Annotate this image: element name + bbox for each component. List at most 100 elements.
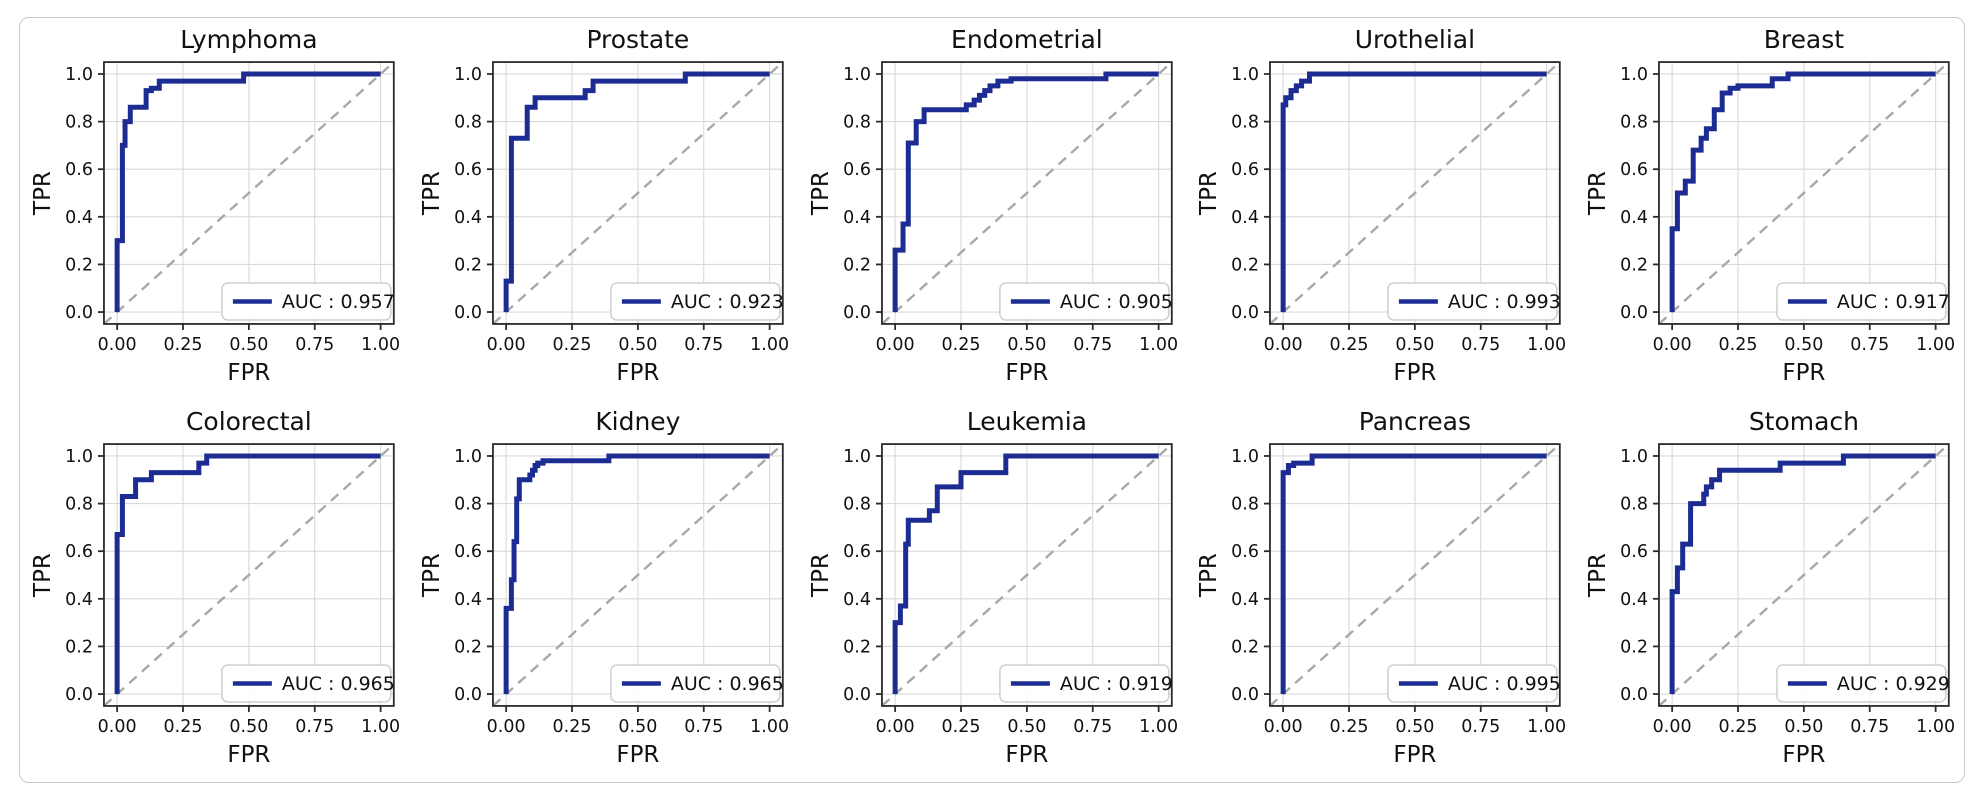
y-tick-label: 0.2 <box>454 637 482 657</box>
legend-auc-label: AUC : 0.919 <box>1059 673 1172 695</box>
plot-title: Stomach <box>1749 407 1859 436</box>
plot-title: Endometrial <box>951 25 1103 54</box>
x-tick-label: 1.00 <box>750 717 789 737</box>
x-tick-label: 1.00 <box>750 335 789 355</box>
roc-plot-pancreas: 0.00 0.25 0.50 0.75 1.00 0.0 0.2 0.4 0.6 0.8 1.0 Pa… <box>1196 407 1566 768</box>
y-tick-label: 0.4 <box>843 590 871 610</box>
plot-title: Leukemia <box>966 407 1086 436</box>
x-tick-label: 0.25 <box>941 335 980 355</box>
y-tick-label: 0.6 <box>1620 160 1648 180</box>
x-tick-label: 0.25 <box>552 335 591 355</box>
x-tick-label: 0.00 <box>98 335 137 355</box>
x-tick-label: 0.75 <box>1462 717 1501 737</box>
x-tick-label: 0.50 <box>229 717 268 737</box>
chance-diagonal-line <box>491 443 784 707</box>
axis-ticks: 0.00 0.25 0.50 0.75 1.00 0.0 0.2 0.4 0.6 0.8 1.0 <box>65 65 400 355</box>
axis-ticks: 0.00 0.25 0.50 0.75 1.00 0.0 0.2 0.4 0.6 0.8 1.0 <box>1620 65 1955 355</box>
y-tick-label: 0.4 <box>1232 590 1260 610</box>
y-tick-label: 0.8 <box>65 113 93 133</box>
axis-ticks: 0.00 0.25 0.50 0.75 1.00 0.0 0.2 0.4 0.6 0.8 1.0 <box>454 65 789 355</box>
plot-title: Breast <box>1764 25 1845 54</box>
y-tick-label: 0.2 <box>843 637 871 657</box>
x-tick-label: 0.25 <box>941 717 980 737</box>
x-tick-label: 0.75 <box>295 717 334 737</box>
y-tick-label: 0.0 <box>1620 303 1648 323</box>
x-tick-label: 0.75 <box>1850 717 1889 737</box>
y-tick-label: 0.8 <box>1620 495 1648 515</box>
legend: AUC : 0.919 <box>998 664 1172 703</box>
x-tick-label: 0.00 <box>1264 717 1303 737</box>
x-tick-label: 0.25 <box>164 335 203 355</box>
legend-box <box>998 664 1170 703</box>
y-tick-label: 0.8 <box>454 495 482 515</box>
y-tick-label: 0.0 <box>843 303 871 323</box>
x-tick-label: 0.25 <box>1719 717 1758 737</box>
y-tick-label: 1.0 <box>1232 65 1260 85</box>
plot-cell-breast: 0.00 0.25 0.50 0.75 1.00 0.0 0.2 0.4 0.6 0.8 1.0 Br… <box>1575 18 1964 400</box>
legend-auc-label: AUC : 0.965 <box>282 673 395 695</box>
legend-box <box>998 282 1170 321</box>
x-tick-label: 0.25 <box>1330 717 1369 737</box>
legend: AUC : 0.965 <box>221 664 395 703</box>
x-tick-label: 0.25 <box>164 717 203 737</box>
x-axis-label: FPR <box>1394 360 1437 386</box>
x-tick-label: 0.50 <box>1007 717 1046 737</box>
axis-ticks: 0.00 0.25 0.50 0.75 1.00 0.0 0.2 0.4 0.6 0.8 1.0 <box>843 447 1178 737</box>
x-axis-label: FPR <box>1005 742 1048 768</box>
chance-diagonal-line <box>491 61 784 325</box>
roc-curve <box>1281 71 1548 313</box>
roc-plot-stomach: 0.00 0.25 0.50 0.75 1.00 0.0 0.2 0.4 0.6 0.8 1.0 St… <box>1585 407 1955 768</box>
y-axis-label: TPR <box>1585 553 1611 598</box>
legend-auc-label: AUC : 0.905 <box>1059 291 1172 313</box>
legend-box <box>221 282 392 321</box>
legend-auc-label: AUC : 0.965 <box>671 673 784 695</box>
plot-cell-colorectal: 0.00 0.25 0.50 0.75 1.00 0.0 0.2 0.4 0.6 0.8 1.0 Co… <box>20 400 409 782</box>
y-tick-label: 0.2 <box>454 255 482 275</box>
y-tick-label: 0.2 <box>65 255 93 275</box>
y-tick-label: 0.4 <box>454 590 482 610</box>
x-tick-label: 1.00 <box>1528 335 1567 355</box>
y-tick-label: 0.8 <box>65 495 93 515</box>
y-tick-label: 1.0 <box>843 65 871 85</box>
chance-diagonal-line <box>880 61 1173 325</box>
x-tick-label: 0.00 <box>875 717 914 737</box>
y-tick-label: 1.0 <box>1620 65 1648 85</box>
y-axis-label: TPR <box>419 553 445 598</box>
legend-box <box>1387 282 1558 321</box>
x-tick-label: 0.00 <box>1653 717 1692 737</box>
y-tick-label: 0.8 <box>1620 113 1648 133</box>
chance-diagonal-line <box>103 443 395 707</box>
y-axis-label: TPR <box>808 553 834 598</box>
y-tick-label: 0.2 <box>1232 255 1260 275</box>
legend-box <box>609 282 781 321</box>
y-tick-label: 0.4 <box>1620 590 1648 610</box>
plot-cell-pancreas: 0.00 0.25 0.50 0.75 1.00 0.0 0.2 0.4 0.6 0.8 1.0 Pa… <box>1186 400 1575 782</box>
y-axis-label: TPR <box>1196 553 1222 598</box>
legend-auc-label: AUC : 0.923 <box>671 291 784 313</box>
x-tick-label: 0.50 <box>618 717 657 737</box>
x-tick-label: 0.00 <box>875 335 914 355</box>
x-tick-label: 0.75 <box>684 335 723 355</box>
chance-diagonal-line <box>103 61 395 325</box>
x-tick-label: 0.50 <box>1396 335 1435 355</box>
chance-diagonal-line <box>1658 61 1950 325</box>
roc-plot-lymphoma: 0.00 0.25 0.50 0.75 1.00 0.0 0.2 0.4 0.6 0.8 1.0 Ly… <box>30 25 400 386</box>
y-tick-label: 0.8 <box>454 113 482 133</box>
chance-diagonal-line <box>880 443 1173 707</box>
y-tick-label: 0.6 <box>454 160 482 180</box>
plot-cell-kidney: 0.00 0.25 0.50 0.75 1.00 0.0 0.2 0.4 0.6 0.8 1.0 Ki… <box>409 400 798 782</box>
x-axis-label: FPR <box>1783 742 1826 768</box>
x-tick-label: 0.50 <box>1007 335 1046 355</box>
axis-ticks: 0.00 0.25 0.50 0.75 1.00 0.0 0.2 0.4 0.6 0.8 1.0 <box>1232 65 1567 355</box>
chance-diagonal-line <box>1269 61 1561 325</box>
roc-plots-grid: 0.00 0.25 0.50 0.75 1.00 0.0 0.2 0.4 0.6 0.8 1.0 Ly… <box>20 18 1964 782</box>
y-tick-label: 0.0 <box>1620 685 1648 705</box>
y-tick-label: 0.4 <box>1620 208 1648 228</box>
y-axis-label: TPR <box>1585 171 1611 216</box>
x-tick-label: 0.75 <box>1073 717 1112 737</box>
x-axis-label: FPR <box>1005 360 1048 386</box>
roc-plot-breast: 0.00 0.25 0.50 0.75 1.00 0.0 0.2 0.4 0.6 0.8 1.0 Br… <box>1585 25 1955 386</box>
y-tick-label: 0.2 <box>1620 255 1648 275</box>
legend-box <box>1776 664 1947 703</box>
